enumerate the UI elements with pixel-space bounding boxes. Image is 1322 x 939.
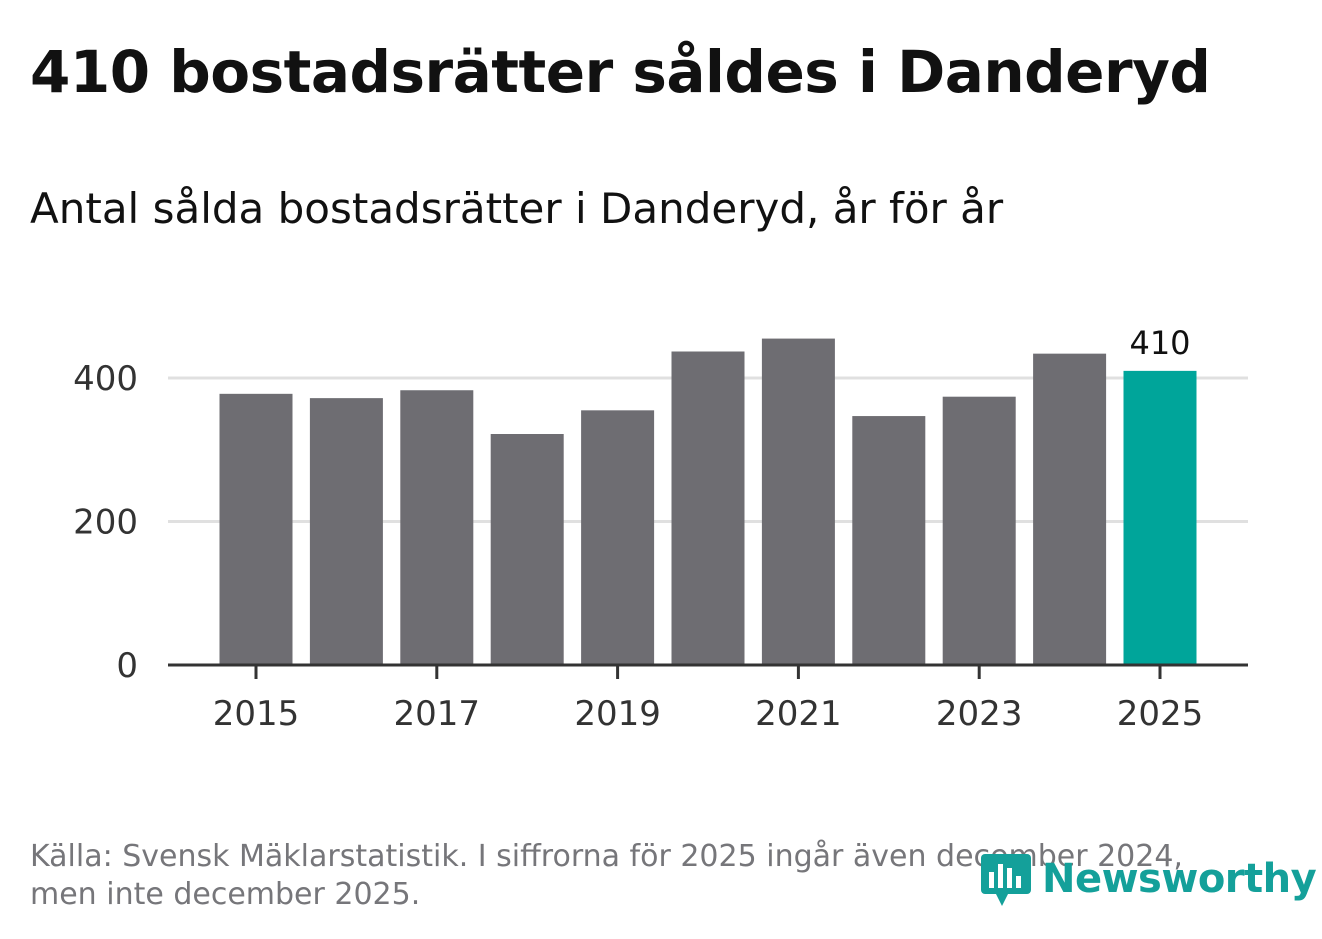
y-tick-label-0: 0 bbox=[116, 646, 138, 686]
y-tick-label-200: 200 bbox=[73, 503, 138, 543]
bar-2018 bbox=[490, 434, 564, 665]
x-tick-label-2025: 2025 bbox=[1117, 694, 1204, 734]
newsworthy-logo-icon bbox=[981, 854, 1031, 906]
bar-2017 bbox=[400, 390, 474, 665]
bar-2024 bbox=[1033, 353, 1107, 665]
bar-2021 bbox=[761, 338, 835, 665]
y-tick-label-400: 400 bbox=[73, 359, 138, 399]
chart-subtitle: Antal sålda bostadsrätter i Danderyd, år… bbox=[30, 184, 1004, 233]
bar-2023 bbox=[942, 396, 1016, 665]
chart-title: 410 bostadsrätter såldes i Danderyd bbox=[30, 38, 1211, 106]
bar-2019 bbox=[581, 410, 655, 665]
bar-2022 bbox=[852, 416, 926, 665]
bar-2025 bbox=[1123, 370, 1197, 665]
brand-logo: Newsworthy bbox=[978, 848, 1317, 910]
bar-2016 bbox=[309, 398, 383, 665]
x-tick-label-2019: 2019 bbox=[574, 694, 661, 734]
data-label-2025: 410 bbox=[1129, 324, 1190, 362]
bar-2015 bbox=[219, 393, 293, 665]
x-tick-label-2015: 2015 bbox=[213, 694, 300, 734]
x-tick-label-2021: 2021 bbox=[755, 694, 842, 734]
bar-chart: 0 200 400 2015 2017 2019 2021 2023 2025 410 bbox=[73, 324, 1248, 734]
x-tick-label-2017: 2017 bbox=[394, 694, 481, 734]
x-tick-label-2023: 2023 bbox=[936, 694, 1023, 734]
brand-name: Newsworthy bbox=[1042, 856, 1317, 902]
bar-2020 bbox=[671, 351, 745, 665]
